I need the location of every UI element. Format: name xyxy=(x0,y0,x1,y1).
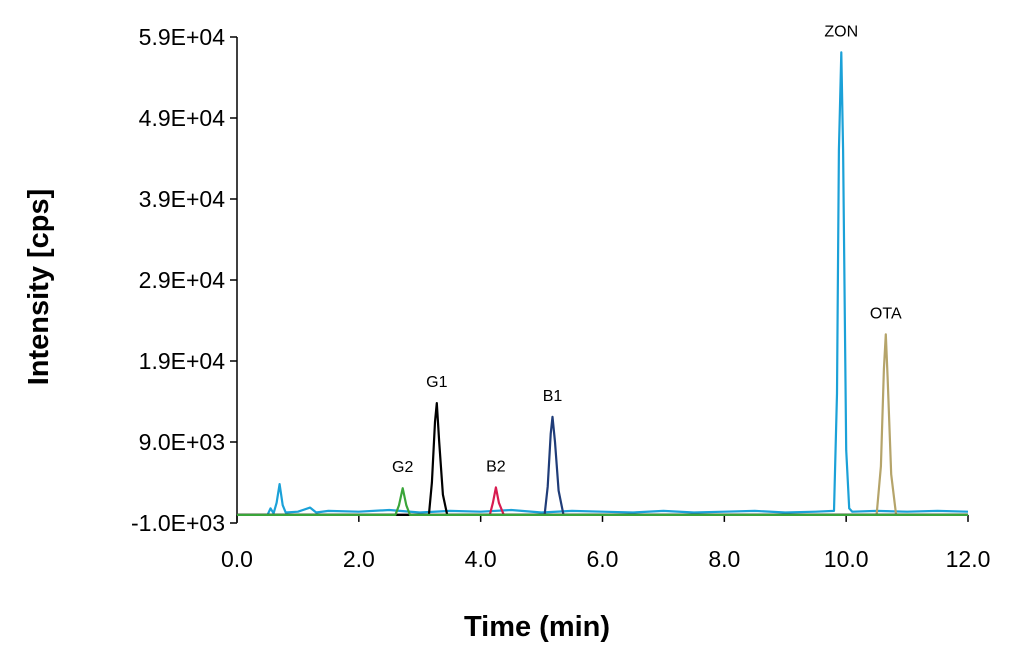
y-axis-label: Intensity [cps] xyxy=(23,189,55,386)
series-line xyxy=(237,51,969,516)
peak-label: B1 xyxy=(543,388,563,405)
x-tick-label: 10.0 xyxy=(824,546,869,572)
series-line xyxy=(237,402,968,516)
y-tick-label: 3.9E+04 xyxy=(139,186,226,212)
peak-label: ZON xyxy=(824,23,858,40)
y-tick-label: 9.0E+03 xyxy=(139,429,225,455)
x-tick-label: 6.0 xyxy=(587,546,619,572)
x-tick-label: 8.0 xyxy=(708,546,740,572)
y-tick-label: 4.9E+04 xyxy=(139,105,226,131)
x-tick-label: 4.0 xyxy=(465,546,497,572)
y-tick-label: -1.0E+03 xyxy=(131,510,225,536)
x-tick-label: 12.0 xyxy=(946,546,991,572)
peak-label: G2 xyxy=(392,459,413,476)
x-tick-label: 0.0 xyxy=(221,546,253,572)
x-tick-label: 2.0 xyxy=(343,546,375,572)
series-line xyxy=(237,487,968,516)
y-tick-label: 5.9E+04 xyxy=(139,24,226,50)
peak-label: G1 xyxy=(426,374,447,391)
y-tick-label: 1.9E+04 xyxy=(139,348,226,374)
series-line xyxy=(237,415,968,516)
peak-label: OTA xyxy=(870,305,902,322)
peak-label: B2 xyxy=(486,458,506,475)
series-line xyxy=(237,333,968,516)
y-tick-label: 2.9E+04 xyxy=(139,267,226,293)
x-axis-label: Time (min) xyxy=(464,611,610,643)
